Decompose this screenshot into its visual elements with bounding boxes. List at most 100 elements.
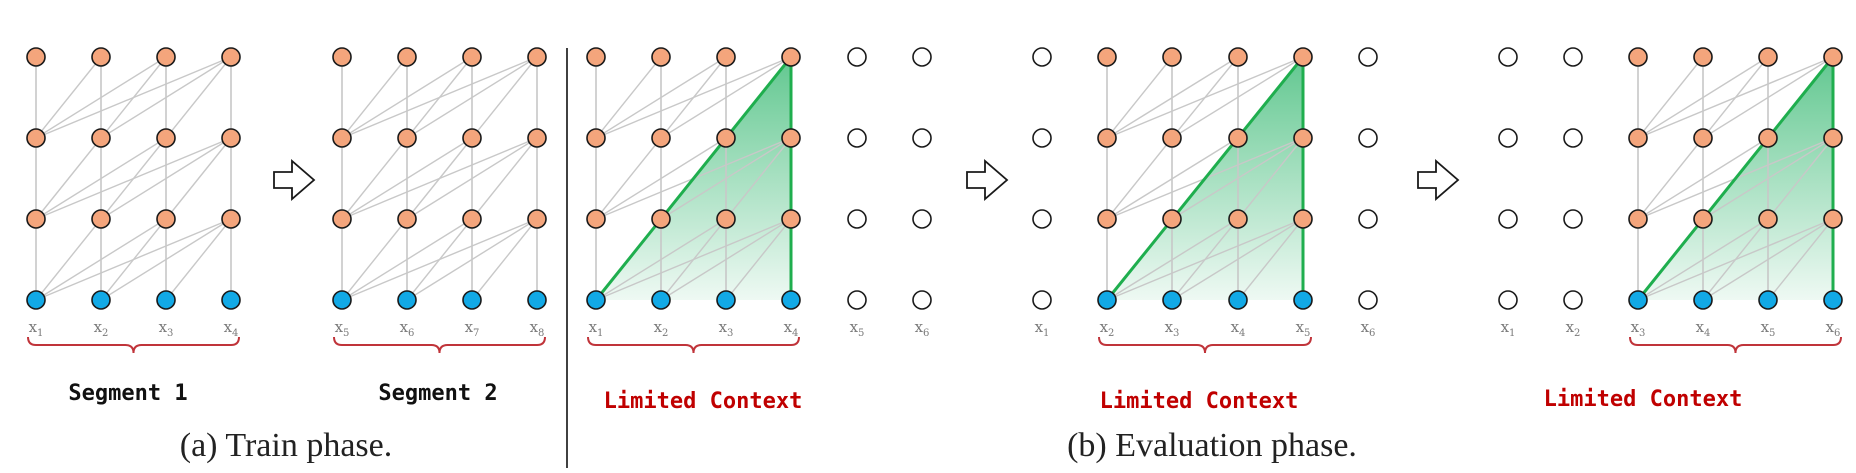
input-node (1693, 290, 1713, 310)
edge (341, 137, 408, 220)
hidden-node (781, 128, 801, 148)
x-label: x4 (224, 318, 239, 339)
input-node (1097, 290, 1117, 310)
hidden-node (332, 209, 352, 229)
empty-node (912, 290, 932, 310)
right-arrow-icon (1417, 159, 1460, 201)
empty-node (1498, 47, 1518, 67)
edge (1106, 56, 1173, 139)
hidden-node (651, 47, 671, 67)
x-label: x6 (915, 318, 930, 339)
edge (595, 56, 662, 139)
edge (341, 56, 538, 139)
input-node (1628, 290, 1648, 310)
diagram-panels: x1 x2 x3 x4 Segment 1 x5 x6 x7 x8 Segment 2 x1 x2 x3… (26, 47, 1843, 468)
x-label: x2 (1100, 318, 1115, 339)
hidden-node (1162, 128, 1182, 148)
hidden-node (1293, 47, 1313, 67)
x-label: x8 (530, 318, 545, 339)
hidden-node (1162, 209, 1182, 229)
x-label: x4 (1696, 318, 1711, 339)
panel-4: x1 x2 x3 x4 x5 x6 Limited Context (1032, 47, 1378, 414)
input-node (1758, 290, 1778, 310)
eval-phase-caption: (b) Evaluation phase. (1067, 427, 1357, 464)
hidden-node (332, 47, 352, 67)
edge (725, 137, 792, 220)
edge (1106, 56, 1304, 139)
hidden-node (1097, 47, 1117, 67)
hidden-node (462, 47, 482, 67)
edge (471, 137, 538, 220)
edge (1637, 137, 1704, 220)
hidden-node (221, 209, 241, 229)
hidden-node (1758, 128, 1778, 148)
x-label: x1 (1501, 318, 1516, 339)
brace (27, 336, 240, 354)
edge (35, 137, 102, 220)
edge (165, 56, 232, 139)
hidden-node (527, 209, 547, 229)
empty-node (1563, 290, 1583, 310)
empty-node (1563, 128, 1583, 148)
empty-node (912, 47, 932, 67)
hidden-node (91, 47, 111, 67)
hidden-node (91, 128, 111, 148)
edge (725, 218, 792, 301)
edge (1237, 218, 1304, 301)
empty-node (1032, 47, 1052, 67)
empty-node (1563, 47, 1583, 67)
empty-node (1032, 209, 1052, 229)
input-node (716, 290, 736, 310)
edge (341, 56, 408, 139)
hidden-node (716, 128, 736, 148)
hidden-node (156, 209, 176, 229)
right-arrow-icon (273, 159, 316, 201)
input-node (651, 290, 671, 310)
hidden-node (26, 47, 46, 67)
empty-node (1032, 290, 1052, 310)
x-label: x3 (1165, 318, 1180, 339)
x-label: x1 (589, 318, 604, 339)
empty-node (1358, 47, 1378, 67)
edge (341, 218, 538, 301)
hidden-node (156, 47, 176, 67)
empty-node (847, 47, 867, 67)
limited-context-label: Limited Context (1544, 387, 1743, 412)
input-node (26, 290, 46, 310)
x-label: x5 (335, 318, 350, 339)
hidden-node (1293, 128, 1313, 148)
x-label: x2 (94, 318, 109, 339)
empty-node (1563, 209, 1583, 229)
hidden-node (1228, 47, 1248, 67)
edge (35, 137, 232, 220)
hidden-node (716, 47, 736, 67)
empty-node (1358, 128, 1378, 148)
hidden-node (781, 209, 801, 229)
hidden-node (1097, 209, 1117, 229)
hidden-node (397, 47, 417, 67)
input-node (527, 290, 547, 310)
hidden-node (651, 128, 671, 148)
x-label: x7 (465, 318, 480, 339)
hidden-node (1628, 209, 1648, 229)
hidden-node (716, 209, 736, 229)
edge (1637, 56, 1704, 139)
empty-node (847, 128, 867, 148)
hidden-node (1823, 47, 1843, 67)
x-label: x1 (29, 318, 44, 339)
input-node (1228, 290, 1248, 310)
hidden-node (221, 128, 241, 148)
x-label: x2 (654, 318, 669, 339)
hidden-node (91, 209, 111, 229)
hidden-node (221, 47, 241, 67)
empty-node (1358, 290, 1378, 310)
edge (595, 137, 662, 220)
hidden-node (1693, 128, 1713, 148)
input-node (397, 290, 417, 310)
edge (1637, 56, 1834, 139)
x-label: x2 (1566, 318, 1581, 339)
panel-2: x5 x6 x7 x8 Segment 2 (332, 47, 547, 406)
edge (1637, 218, 1834, 301)
hidden-node (26, 209, 46, 229)
